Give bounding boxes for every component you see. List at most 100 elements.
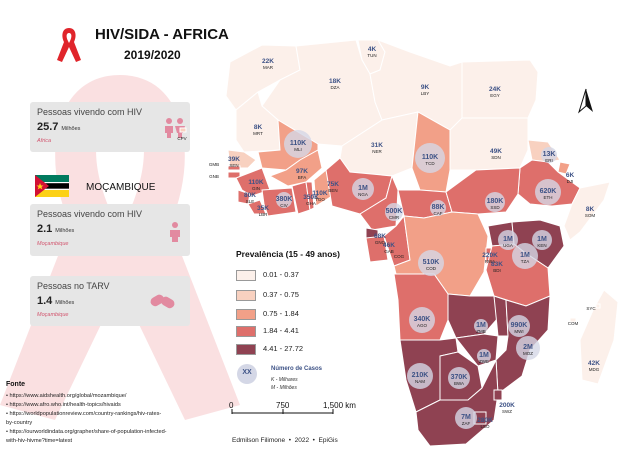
case-count-label: 220K (482, 252, 498, 259)
country-code-label: KEN (537, 243, 546, 248)
pills-icon (150, 294, 175, 309)
red-ribbon-icon (57, 28, 81, 62)
country-code-label: LSO (480, 424, 490, 429)
country-code-label: CAF (434, 211, 443, 216)
country-dji (557, 161, 571, 175)
case-count-label: 18K (329, 78, 341, 85)
country-code-label: TGO (315, 197, 325, 202)
legend-swatch (236, 270, 256, 281)
case-count-label: 1M (358, 185, 368, 192)
case-count-label: 6K (566, 172, 575, 179)
card-region: Moçambique (37, 312, 69, 318)
case-bubble (535, 179, 561, 205)
country-code-label: GAB (384, 249, 394, 254)
source-line: • https://ourworldindata.org/grapher/sha… (6, 429, 167, 435)
case-count-label: 110K (290, 140, 306, 147)
case-count-label: 80K (244, 192, 256, 199)
card-region: Africa (37, 138, 52, 144)
country-code-label: CMR (389, 215, 400, 220)
country-code-label: GNB (209, 174, 219, 179)
country-code-label: COM (568, 321, 579, 326)
case-count-label: 24K (489, 86, 501, 93)
source-line: • https://www.afro.who.int/health-topics… (6, 402, 121, 408)
card-moz-living: Pessoas vivendo com HIV 2.1 Milhões Moçam… (30, 204, 190, 256)
country-sdn (449, 117, 529, 171)
country-code-label: MAR (263, 65, 274, 70)
case-bubble (508, 315, 530, 337)
case-bubble (532, 230, 552, 250)
card-africa-living: Pessoas vivendo com HIV 25.7 Milhões Afri… (30, 102, 190, 152)
country-code-label: MWI (514, 329, 523, 334)
country-heading: MOÇAMBIQUE (86, 182, 156, 193)
case-bubble (352, 178, 374, 200)
person-icon (170, 222, 180, 242)
country-code-label: MDG (589, 367, 600, 372)
north-arrow-icon (578, 88, 593, 114)
country-code-label: LBY (421, 91, 430, 96)
case-bubble (512, 243, 538, 269)
legend-label: 0.01 - 0.37 (263, 270, 299, 279)
case-bubble (474, 319, 488, 333)
card-moz-tarv: Pessoas no TARV 1.4 Milhões Moçambique (30, 276, 190, 326)
country-ssd (445, 167, 521, 215)
case-count-label: 990K (511, 322, 528, 329)
country-code-label: ZMB (476, 329, 486, 334)
case-bubble (276, 192, 292, 208)
case-count-label: 35K (257, 205, 269, 212)
country-code-label: ETH (544, 195, 553, 200)
case-count-label: 200K (499, 402, 515, 409)
source-line: with-hiv-hivme?time=latest (6, 438, 73, 444)
country-code-label: SYC (586, 306, 596, 311)
legend-swatch (236, 309, 256, 320)
map-title: HIV/SIDA - AFRICA (95, 26, 229, 43)
country-cpv (179, 127, 187, 133)
country-sen (227, 149, 257, 169)
case-count-label: 210K (412, 372, 429, 379)
case-bubble (448, 367, 470, 389)
country-code-label: MOZ (523, 351, 533, 356)
case-count-label: 68K (374, 233, 386, 240)
country-gab (365, 235, 389, 263)
case-count-label: 4K (368, 46, 377, 53)
case-count-label: 620K (540, 188, 557, 195)
case-count-label: 49K (490, 148, 502, 155)
case-count-label: 500K (386, 208, 403, 215)
legend-bubble (237, 364, 257, 384)
country-code-label: CPV (177, 136, 186, 141)
country-zmb (447, 293, 499, 339)
case-count-label: 1M (479, 352, 489, 359)
legend-label: 0.37 - 0.75 (263, 290, 299, 299)
case-bubble (516, 336, 540, 360)
country-code-label: SOM (585, 213, 596, 218)
country-code-label: GIN (252, 186, 260, 191)
country-code-label: SDN (491, 155, 501, 160)
country-code-label: GMB (209, 162, 219, 167)
case-bubble (385, 203, 403, 221)
legend-swatch (236, 344, 256, 355)
legend-label: 0.75 - 1.84 (263, 309, 299, 318)
country-com (569, 317, 577, 323)
case-count-label: 75K (327, 181, 339, 188)
card-label: Pessoas no TARV (37, 281, 110, 291)
case-count-label: 13K (543, 151, 556, 158)
country-gmb (227, 165, 241, 171)
country-code-label: TUN (367, 53, 376, 58)
country-code-label: BWA (454, 381, 464, 386)
source-line: • https://worldpopulationreview.com/coun… (6, 411, 162, 417)
case-bubble (485, 192, 505, 212)
case-count-label: 42K (588, 360, 600, 367)
country-gin (235, 167, 271, 197)
country-code-label: RWA (485, 259, 495, 264)
case-count-label: 340K (414, 316, 431, 323)
scale-tick-label: 1,500 km (323, 401, 356, 410)
country-code-label: NER (372, 149, 382, 154)
case-bubble (284, 130, 312, 158)
scale-tick-label: 0 (229, 401, 234, 410)
case-count-label: 1M (520, 252, 530, 259)
case-count-label: 110K (248, 179, 263, 186)
case-count-label: 22K (262, 58, 274, 65)
case-count-label: 7M (461, 414, 471, 421)
legend-bubble-k: K - Milhares (271, 377, 298, 383)
country-code-label: SWZ (502, 409, 512, 414)
card-region: Moçambique (37, 241, 69, 247)
